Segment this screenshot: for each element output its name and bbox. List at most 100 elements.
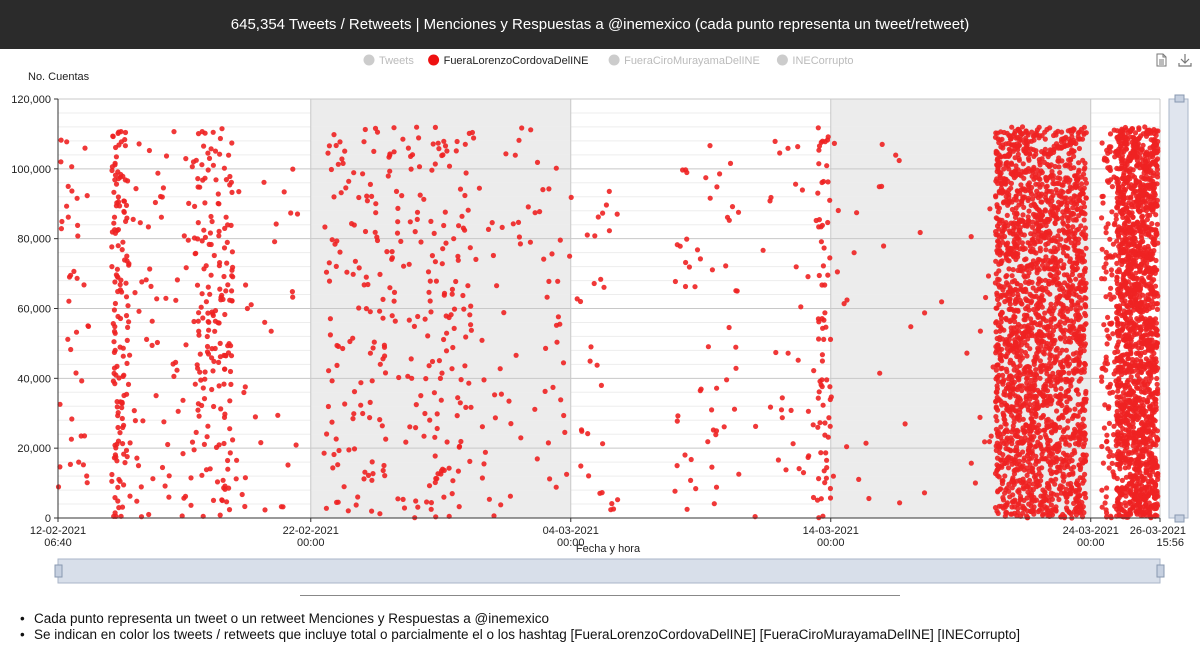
data-point [819, 384, 825, 390]
download-icon[interactable] [1178, 53, 1192, 67]
data-point [442, 209, 448, 215]
data-point [127, 352, 133, 358]
data-point [1033, 288, 1039, 294]
data-point [863, 440, 869, 446]
data-point [1005, 240, 1011, 246]
data-point [555, 278, 561, 284]
data-point [192, 381, 198, 387]
data-point [1083, 245, 1089, 251]
data-point [377, 308, 383, 314]
data-point [1077, 466, 1083, 473]
data-point [1009, 461, 1015, 467]
data-point [1013, 408, 1019, 414]
data-point [1071, 500, 1077, 506]
data-point [1106, 166, 1112, 172]
data-point [121, 198, 127, 204]
data-point [417, 192, 423, 198]
data-point [1070, 471, 1076, 477]
data-point [195, 401, 201, 407]
data-point [995, 238, 1001, 244]
data-point [994, 149, 1000, 155]
data-point [239, 491, 245, 498]
data-point [1131, 307, 1137, 313]
data-point [1076, 145, 1082, 152]
data-point [815, 125, 821, 131]
data-point [224, 260, 230, 266]
data-point [152, 199, 158, 206]
data-point [1061, 262, 1067, 268]
data-point [1019, 240, 1025, 246]
data-point [242, 503, 248, 510]
data-point [684, 236, 690, 242]
data-point [434, 411, 440, 417]
data-point [116, 375, 122, 381]
data-point [999, 464, 1005, 470]
data-point [1051, 132, 1057, 139]
data-point [517, 241, 524, 247]
data-point [331, 132, 337, 138]
data-point [1067, 487, 1073, 493]
data-point [1058, 514, 1064, 520]
data-point [203, 299, 209, 305]
data-point [902, 421, 908, 427]
data-point [413, 498, 419, 504]
data-point [1048, 477, 1054, 483]
data-point [191, 235, 198, 241]
data-point [1047, 438, 1053, 444]
data-point [1105, 221, 1111, 227]
data-point [1031, 294, 1037, 300]
data-point [329, 237, 335, 243]
data-point [229, 140, 235, 146]
data-point [1009, 441, 1015, 447]
data-view-icon[interactable] [1154, 53, 1168, 67]
data-point [1012, 337, 1018, 343]
data-point [205, 423, 211, 429]
data-point [996, 140, 1002, 146]
data-point [1064, 356, 1070, 362]
data-point [1060, 189, 1066, 195]
data-point [1083, 195, 1089, 201]
data-point [1081, 360, 1088, 367]
data-point [241, 389, 247, 396]
data-point [1103, 230, 1109, 236]
data-point [815, 395, 821, 401]
data-point [1004, 369, 1010, 375]
data-point [1009, 246, 1015, 252]
data-point [1067, 278, 1073, 284]
data-point [119, 247, 125, 253]
data-point [1002, 417, 1008, 423]
data-point [1073, 506, 1079, 512]
data-point [1101, 264, 1107, 270]
data-point [222, 311, 228, 318]
data-point [1146, 296, 1152, 302]
data-point [674, 418, 680, 424]
data-point [201, 266, 207, 272]
data-point [1006, 146, 1012, 152]
data-point [1012, 298, 1019, 304]
data-point [1070, 357, 1077, 364]
data-point [223, 177, 229, 183]
data-point [1004, 212, 1010, 218]
data-point [721, 424, 727, 430]
data-point [1044, 505, 1050, 511]
data-point [381, 344, 388, 350]
data-point [1110, 469, 1116, 475]
data-point [1082, 341, 1088, 347]
data-point [1017, 497, 1023, 503]
data-point [211, 403, 217, 410]
data-point [1132, 287, 1139, 294]
data-point [1013, 193, 1019, 199]
data-point [389, 249, 395, 255]
data-point [1133, 487, 1139, 494]
data-point [1028, 191, 1035, 197]
data-point [1134, 275, 1140, 282]
data-point [115, 313, 121, 320]
data-point [369, 508, 375, 514]
data-point [1042, 265, 1048, 271]
data-point [1049, 496, 1055, 502]
data-point [369, 378, 375, 384]
data-point [1050, 308, 1056, 314]
data-point [111, 455, 117, 461]
data-point [369, 193, 375, 199]
data-point [1074, 387, 1080, 393]
